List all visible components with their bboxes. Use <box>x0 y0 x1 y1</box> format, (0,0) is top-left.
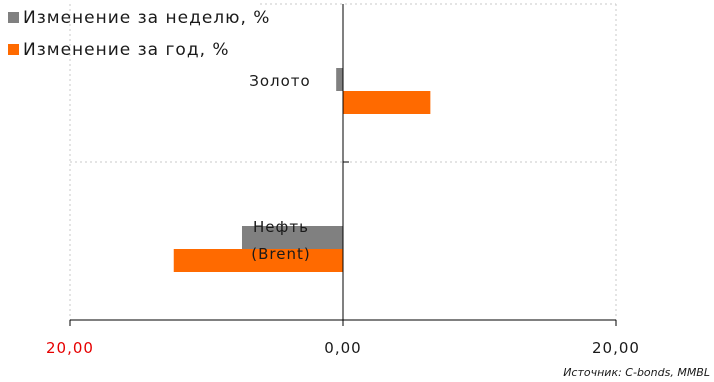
category-label-oil-line2: (Brent) <box>251 245 310 263</box>
x-tick-label: 20,00 <box>46 339 94 357</box>
legend-label-year: Изменение за год, % <box>23 40 230 60</box>
bar-year-1 <box>173 249 343 272</box>
bar-year-0 <box>343 91 431 114</box>
category-label-gold: Золото <box>249 72 310 90</box>
legend-label-week: Изменение за неделю, % <box>23 8 270 28</box>
category-label-oil-line1: Нефть <box>253 218 309 236</box>
bar-week-1 <box>241 226 343 249</box>
legend-swatch-week <box>8 12 19 23</box>
x-tick-label: 0,00 <box>324 339 361 357</box>
source-note: Источник: C-bonds, MMBL <box>563 366 710 379</box>
bar-week-0 <box>336 68 343 91</box>
legend-swatch-year <box>8 44 19 55</box>
x-tick-label: 20,00 <box>592 339 640 357</box>
